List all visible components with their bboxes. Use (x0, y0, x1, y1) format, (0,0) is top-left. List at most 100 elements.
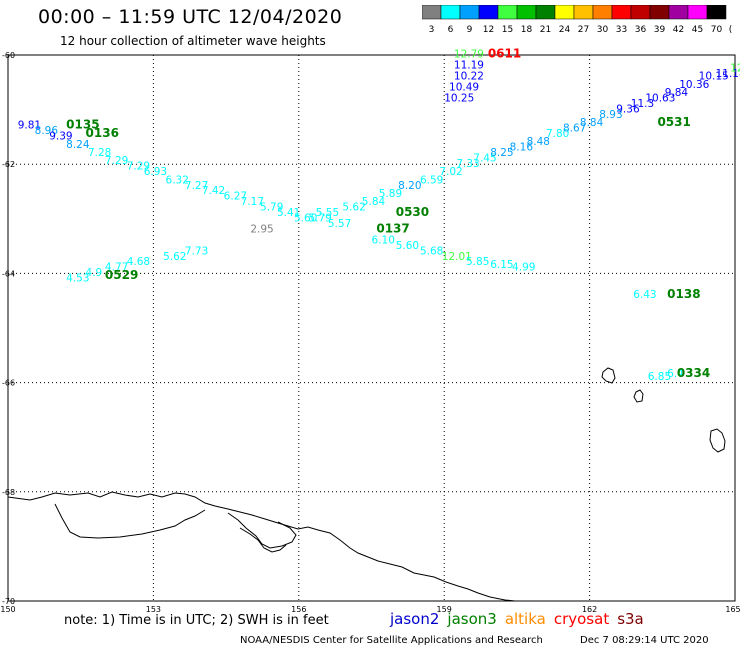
pass-label-p0334: 0334 (677, 366, 710, 380)
swh-value: 4.68 (127, 256, 150, 268)
colorbar-label: 12 (483, 25, 494, 35)
legend-altika: altika (504, 610, 546, 628)
islands (601, 367, 726, 453)
colorbar-swatch (706, 5, 727, 20)
page-subtitle: 12 hour collection of altimeter wave hei… (60, 34, 326, 48)
legend-s3a: s3a (617, 610, 644, 628)
swh-value: 7.33 (456, 158, 479, 170)
colorbar-label: 42 (673, 25, 684, 35)
footer-timestamp: Dec 7 08:29:14 UTC 2020 (580, 635, 709, 646)
swh-value: 5.68 (420, 245, 443, 257)
colorbar-label: 18 (521, 25, 533, 35)
graticule (8, 55, 735, 601)
peninsula-outline (239, 527, 287, 553)
swh-value: 4.99 (512, 262, 535, 274)
colorbar-label: 33 (616, 25, 627, 35)
colorbar-label: 36 (635, 25, 647, 35)
lat-tick-label: -62 (2, 160, 15, 169)
swh-value: 5.84 (362, 196, 386, 208)
swh-value: 6.27 (224, 191, 247, 203)
swh-value: 6.85 (648, 371, 671, 383)
swh-value: 5.60 (294, 213, 317, 225)
colorbar-label: 70 (711, 25, 723, 35)
pass-label-p0137: 0137 (376, 221, 409, 235)
lat-tick-label: -60 (2, 51, 15, 60)
legend-jason3: jason3 (447, 610, 497, 628)
swh-value: 9.39 (49, 131, 72, 143)
note-text: note: 1) Time is in UTC; 2) SWH is in fe… (64, 613, 329, 628)
swh-value: 7.80 (546, 128, 569, 140)
swh-value: 8.48 (527, 136, 550, 148)
swh-value: 4.53 (66, 273, 89, 285)
wave-height-observations: 9.818.969.398.247.287.297.296.936.327.27… (18, 49, 740, 383)
swh-value: 8.96 (35, 125, 59, 137)
swh-value: 6.15 (490, 259, 513, 271)
antarctic-coastline (7, 491, 516, 602)
swh-value: 7.45 (473, 152, 496, 164)
swh-value: 10.63 (645, 92, 675, 104)
ice-shelf-outline (54, 503, 206, 539)
lat-tick-label: -64 (2, 269, 15, 278)
swh-value: 7.29 (105, 155, 128, 167)
swh-value: 5.60 (396, 240, 419, 252)
swh-value: 5.55 (316, 207, 339, 219)
island-1 (601, 367, 616, 384)
swh-value: 7.27 (185, 180, 208, 192)
pass-label-p0530: 0530 (396, 205, 429, 219)
lat-tick-label: -68 (2, 488, 15, 497)
lon-tick-label: 159 (437, 605, 452, 614)
lon-tick-label: 165 (725, 605, 740, 614)
swh-value: 9.81 (18, 120, 41, 132)
swh-value: 2.95 (250, 223, 273, 235)
axis-ticks: 150 153 156 159 162 165 -60 -62 -64 -66 -68 -70 (0, 51, 740, 614)
lon-tick-label: 162 (582, 605, 597, 614)
swh-value: 5.62 (163, 251, 186, 263)
colorbar-label: 3 (429, 25, 435, 35)
swh-value: 11.19 (454, 60, 484, 72)
colorbar-label: 9 (467, 25, 473, 35)
colorbar-label: (ft) (729, 25, 732, 35)
lat-tick-label: -66 (2, 379, 15, 388)
colorbar-label: 15 (502, 25, 513, 35)
pass-label-p0531: 0531 (657, 115, 690, 129)
colorbar-label: 39 (654, 25, 666, 35)
swh-value: 10.49 (449, 81, 479, 93)
colorbar-label: 6 (448, 25, 454, 35)
island-2 (633, 389, 644, 403)
lon-tick-label: 150 (0, 605, 15, 614)
swh-value: 9.36 (616, 103, 640, 115)
swh-value: 6.10 (372, 234, 395, 246)
ice-shelf-inner (227, 512, 297, 549)
coastline (7, 491, 516, 602)
swh-value: 8.67 (563, 122, 586, 134)
swh-value: 11.3 (631, 98, 654, 110)
swh-value: 7.28 (88, 147, 111, 159)
swh-value: 5.89 (379, 188, 402, 200)
swh-value: 10.25 (444, 92, 474, 104)
swh-value: 7.17 (241, 196, 264, 208)
swh-value: 5.57 (328, 218, 351, 230)
legend-jason2: jason2 (390, 610, 440, 628)
swh-value: 5.79 (260, 202, 283, 214)
colorbar-label: 27 (578, 25, 589, 35)
footer-credit: NOAA/NESDIS Center for Satellite Applica… (240, 635, 543, 646)
swh-value: 8.20 (398, 180, 421, 192)
swh-value: 5.85 (466, 256, 489, 268)
colorbar-label: 45 (692, 25, 703, 35)
swh-value: 7.29 (127, 161, 150, 173)
swh-value: 7.02 (439, 166, 462, 178)
swh-value: 5.79 (308, 213, 331, 225)
swh-value: 6.59 (420, 174, 443, 186)
swh-value: 10.36 (679, 79, 709, 91)
swh-value: 5.41 (277, 207, 300, 219)
page-title: 00:00 – 11:59 UTC 12/04/2020 (38, 6, 343, 28)
swh-value: 10.22 (454, 71, 484, 83)
map-frame (7, 54, 736, 602)
lat-tick-label: -70 (2, 597, 15, 606)
swh-value: 12 (730, 62, 740, 74)
swh-value: 6.32 (166, 174, 189, 186)
swh-value: 4.77 (105, 262, 128, 274)
